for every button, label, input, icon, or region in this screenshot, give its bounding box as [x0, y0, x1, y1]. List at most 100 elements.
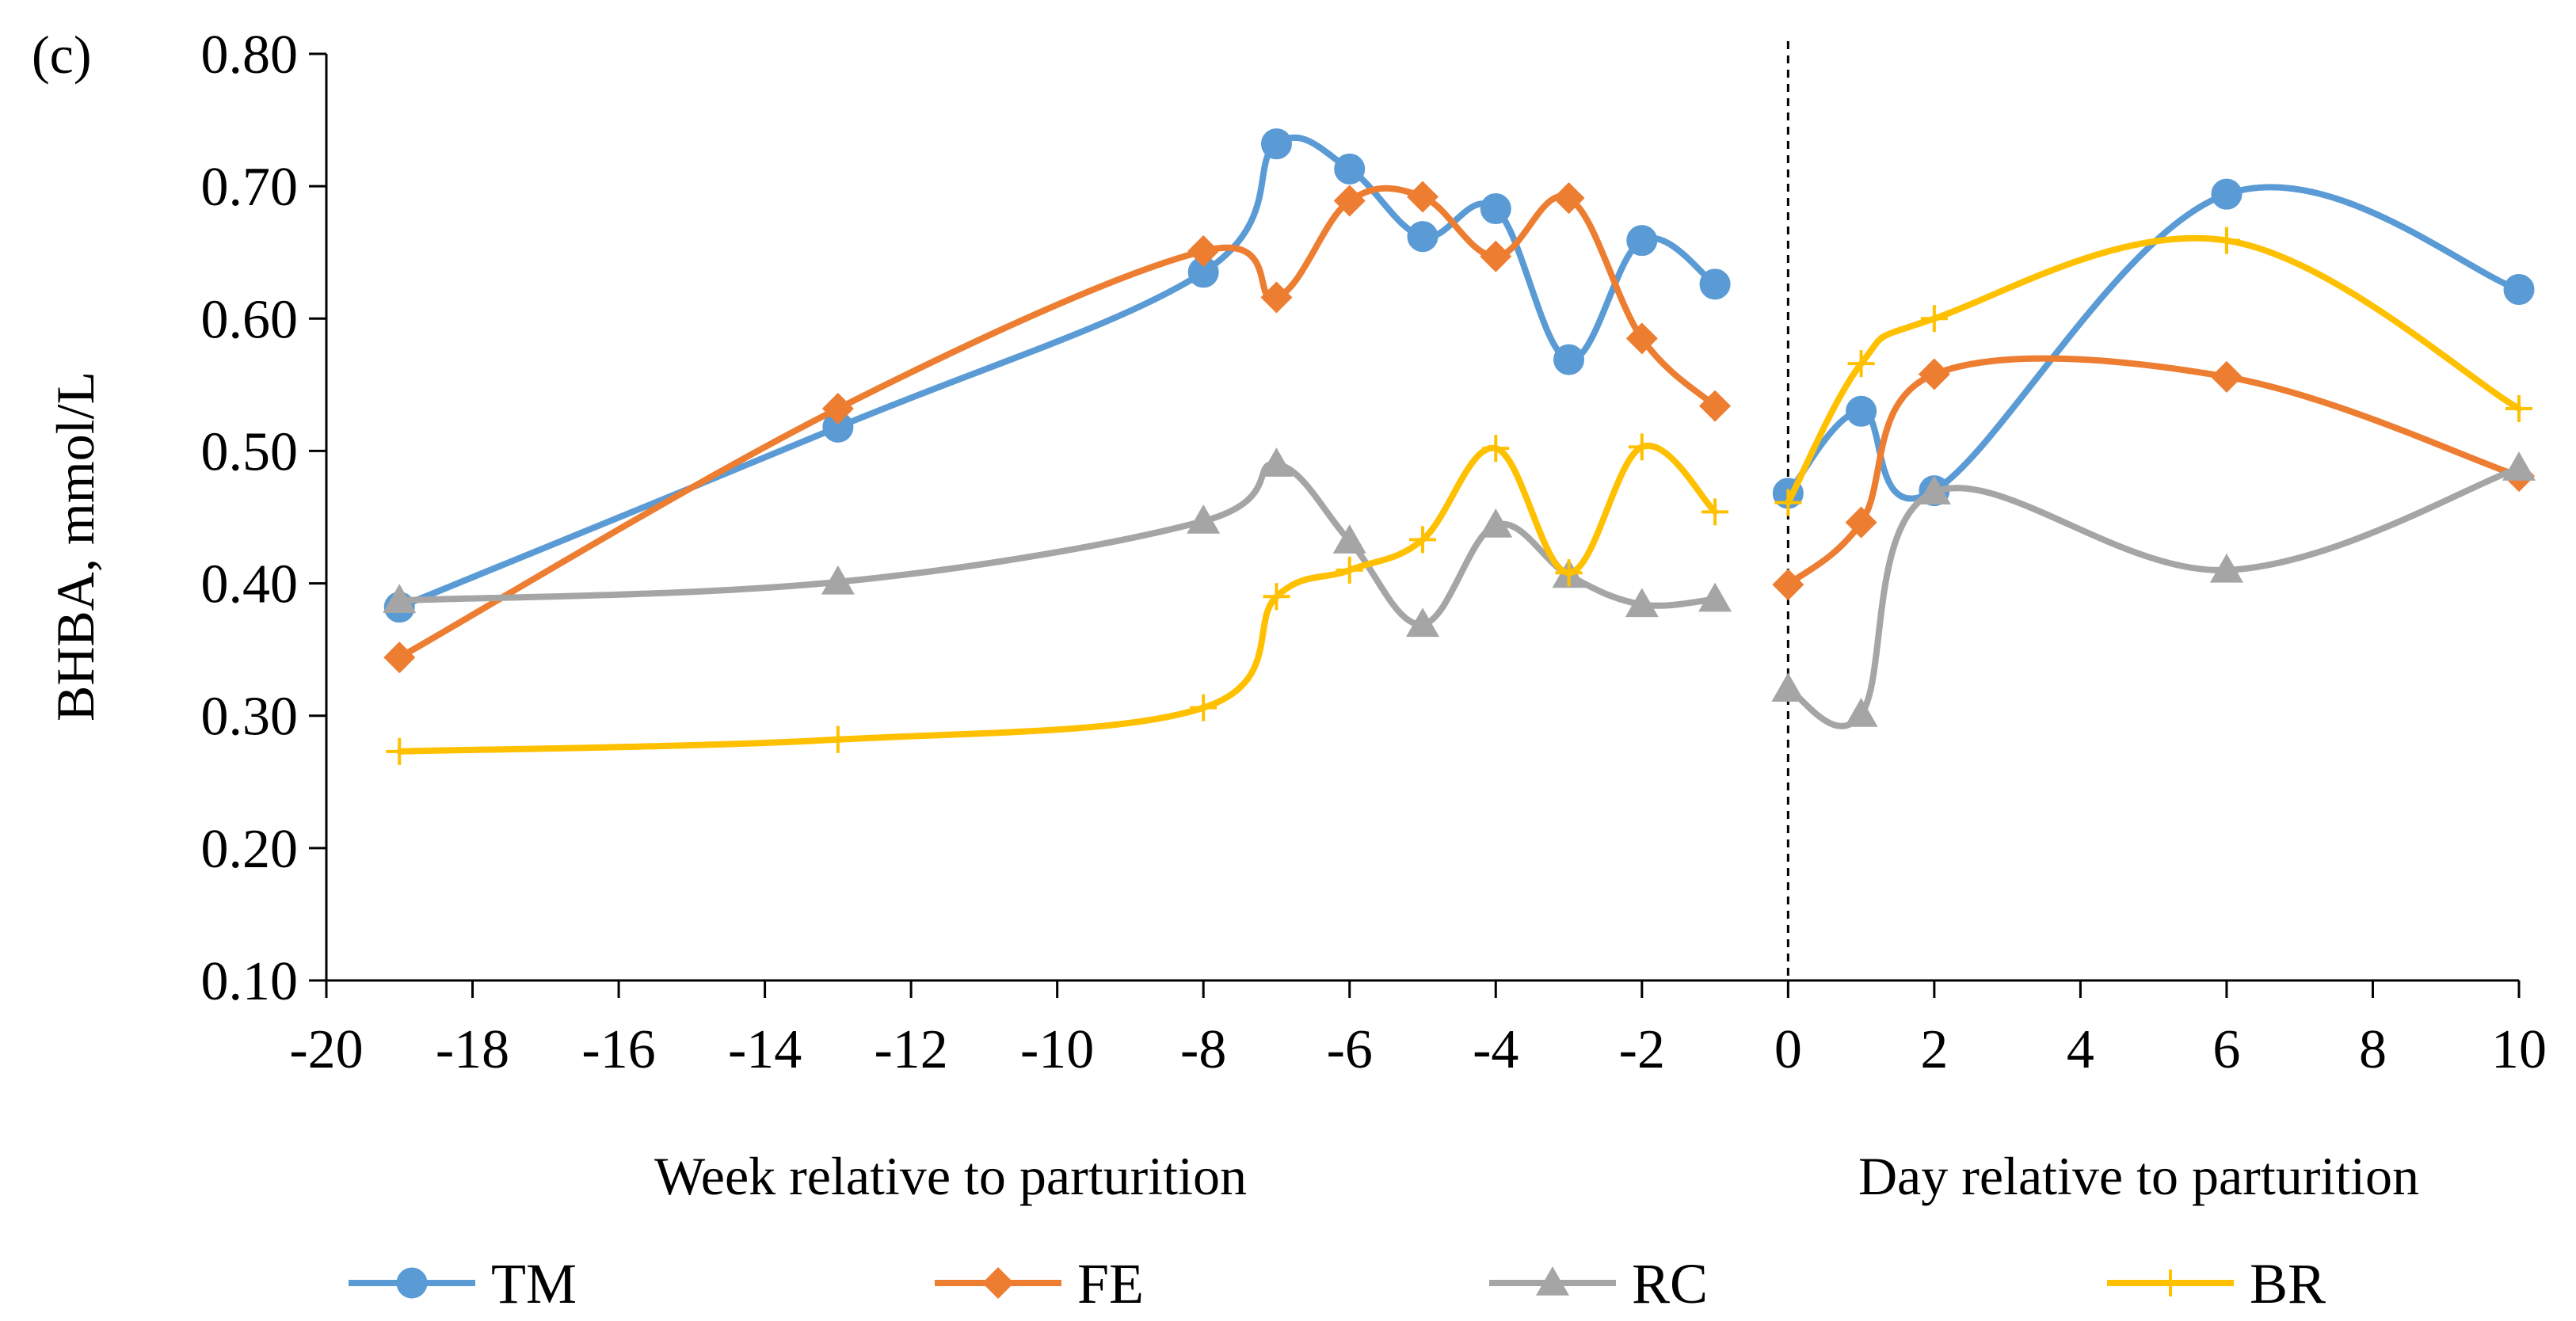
data-point-fe: [2210, 360, 2243, 393]
x-tick-label: -4: [1473, 1019, 1519, 1080]
data-point-rc: [2502, 451, 2536, 481]
series-layer: [383, 128, 2536, 765]
series-fe-line-weeks: [396, 185, 1719, 661]
y-axis: 0.10 0.20 0.30 0.40 0.50 0.60 0.70 0.80: [201, 25, 328, 1012]
data-point-fe: [1553, 182, 1585, 215]
y-tick-label: 0.70: [201, 157, 299, 218]
x-tick-label: -12: [874, 1019, 947, 1080]
data-point-rc: [821, 565, 855, 595]
data-point-fe: [1260, 281, 1293, 314]
series-tm-line-weeks: [396, 134, 1719, 611]
x-axis: -20 -18 -16 -14 -12 -10 -8 -6 -4 -2 0 2 4 6 8 10: [289, 979, 2547, 1080]
data-point-fe: [821, 392, 854, 424]
x-tick-label: 10: [2491, 1019, 2547, 1080]
data-point-rc: [1259, 447, 1294, 477]
series-br-line-days: [1785, 234, 2522, 506]
data-point-tm: [2211, 178, 2243, 210]
x-tick-label: 0: [1774, 1019, 1802, 1080]
x-tick-label: -16: [581, 1019, 655, 1080]
data-point-fe: [383, 641, 416, 674]
data-point-rc: [1406, 607, 1439, 638]
legend-label: TM: [491, 1252, 577, 1315]
data-point-fe: [1699, 390, 1732, 422]
data-point-rc: [2209, 553, 2243, 583]
data-point-rc: [1332, 524, 1366, 554]
x-tick-label: 2: [1920, 1019, 1948, 1080]
series-br: [386, 227, 2532, 765]
legend-marker-br: [2157, 1270, 2184, 1296]
data-point-rc: [1917, 475, 1951, 504]
legend: TM FE RC BR: [349, 1252, 2326, 1315]
x-tick-label: 4: [2067, 1019, 2094, 1080]
data-point-tm: [1846, 395, 1877, 427]
y-tick-label: 0.30: [201, 687, 299, 748]
data-point-rc: [383, 584, 417, 614]
series-rc-line-days: [1785, 465, 2522, 729]
data-point-br: [1555, 559, 1583, 587]
data-point-br: [1701, 498, 1729, 526]
data-point-fe: [1845, 506, 1877, 539]
legend-item-br: BR: [2107, 1252, 2326, 1315]
data-point-tm: [1260, 128, 1292, 160]
data-point-br: [2506, 394, 2532, 422]
data-point-tm: [1480, 193, 1511, 225]
x-tick-label: 8: [2359, 1019, 2387, 1080]
x-tick-label: -2: [1619, 1019, 1665, 1080]
x-tick-label: -6: [1327, 1019, 1373, 1080]
legend-marker-rc: [1536, 1266, 1569, 1296]
data-point-br: [2212, 227, 2240, 254]
data-point-tm: [1699, 268, 1731, 300]
legend-item-fe: FE: [935, 1252, 1144, 1315]
x-tick-label: -20: [289, 1019, 363, 1080]
data-point-br: [1409, 526, 1436, 554]
y-tick-label: 0.10: [201, 951, 299, 1012]
data-point-fe: [1480, 240, 1512, 272]
series-tm-line-days: [1785, 184, 2522, 502]
data-point-rc: [1479, 508, 1513, 538]
data-point-tm: [1626, 225, 1658, 257]
data-point-tm: [1334, 153, 1366, 185]
data-point-br: [1263, 583, 1290, 611]
data-point-br: [1774, 489, 1802, 516]
y-tick-label: 0.40: [201, 554, 299, 615]
series-fe-line-days: [1785, 355, 2522, 588]
data-point-br: [386, 737, 413, 765]
data-point-fe: [1407, 181, 1439, 213]
legend-label: RC: [1632, 1252, 1708, 1315]
data-point-rc: [1771, 672, 1805, 702]
y-axis-title: BHBA, mmol/L: [45, 371, 105, 721]
data-point-rc: [1844, 698, 1878, 727]
y-tick-label: 0.50: [201, 421, 299, 482]
x-tick-label: 6: [2212, 1019, 2240, 1080]
x-axis-title-days: Day relative to parturition: [1858, 1146, 2419, 1206]
series-fe: [383, 181, 2535, 674]
panel-label: (c): [32, 25, 91, 85]
data-point-rc: [1698, 582, 1732, 612]
y-tick-label: 0.20: [201, 819, 299, 880]
data-point-br: [1336, 556, 1363, 584]
legend-marker-fe: [982, 1267, 1014, 1299]
data-point-fe: [1187, 235, 1220, 268]
data-point-fe: [1772, 569, 1804, 601]
data-point-fe: [1333, 185, 1366, 217]
data-point-br: [1482, 435, 1510, 463]
data-point-tm: [1553, 344, 1585, 375]
data-point-br: [1920, 305, 1948, 333]
legend-marker-tm: [396, 1267, 428, 1299]
x-tick-label: -10: [1020, 1019, 1094, 1080]
series-br-line-weeks: [396, 442, 1719, 755]
data-point-br: [824, 725, 852, 753]
data-point-tm: [1407, 221, 1439, 253]
legend-item-tm: TM: [349, 1252, 577, 1315]
data-point-rc: [1625, 588, 1659, 618]
x-tick-label: -18: [436, 1019, 509, 1080]
x-tick-label: -14: [728, 1019, 802, 1080]
legend-label: BR: [2250, 1252, 2326, 1315]
data-point-br: [1847, 350, 1875, 378]
series-tm: [383, 128, 2535, 623]
data-point-fe: [1918, 358, 1950, 390]
y-tick-label: 0.60: [201, 289, 299, 350]
x-tick-label: -8: [1180, 1019, 1226, 1080]
data-point-br: [1190, 694, 1218, 721]
